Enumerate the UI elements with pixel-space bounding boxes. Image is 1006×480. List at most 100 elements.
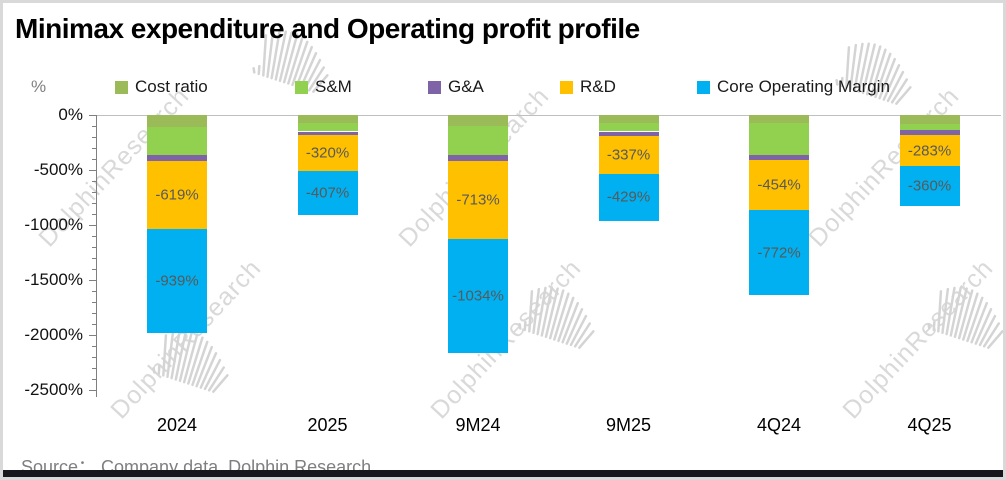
legend-item-cost-ratio: Cost ratio: [115, 77, 208, 97]
y-axis-minor-tick: [92, 368, 96, 369]
y-axis-minor-tick: [92, 313, 96, 314]
legend-label: Cost ratio: [135, 77, 208, 96]
bar-segment-s-m-4q25: [899, 123, 960, 131]
y-axis-minor-tick: [92, 181, 96, 182]
legend-item-r-d: R&D: [560, 77, 616, 97]
y-axis-minor-tick: [92, 324, 96, 325]
bar-segment-cost-ratio-9m25: [598, 115, 659, 123]
bar-segment-core-operating-margin-9m25: [598, 173, 659, 221]
y-axis-minor-tick: [92, 357, 96, 358]
y-axis-minor-tick: [92, 137, 96, 138]
bar-segment-r-d-4q25: [899, 135, 960, 167]
y-axis-minor-tick: [92, 302, 96, 303]
x-axis-label-2024: 2024: [156, 415, 198, 435]
watermark-wing-icon: [835, 37, 916, 108]
bar-segment-r-d-2025: [297, 135, 358, 171]
data-label-core-operating-margin-2025: -407%: [305, 184, 350, 202]
data-label-core-operating-margin-9m24: -1034%: [452, 287, 504, 305]
bar-segment-cost-ratio-2024: [147, 115, 207, 128]
bar-segment-core-operating-margin-2025: [297, 170, 358, 216]
bar-segment-r-d-9m25: [598, 136, 659, 174]
data-label-r-d-2025: -320%: [305, 144, 350, 162]
legend-label: G&A: [448, 77, 484, 96]
y-axis-minor-tick: [92, 214, 96, 215]
data-label-core-operating-margin-2024: -939%: [155, 272, 199, 290]
y-axis-minor-tick: [92, 148, 96, 149]
y-axis-unit-label: %: [31, 77, 47, 96]
legend-item-g-a: G&A: [428, 77, 484, 97]
y-axis-minor-tick: [92, 203, 96, 204]
chart-title: Minimax expenditure and Operating profit…: [15, 13, 640, 44]
bar-segment-g-a-2025: [297, 131, 358, 136]
legend-swatch-r-d: [560, 80, 573, 94]
data-label-r-d-4q25: -283%: [907, 142, 952, 160]
y-axis-minor-tick: [92, 247, 96, 248]
legend-swatch-cost-ratio: [115, 80, 128, 94]
watermark-wing-icon: [927, 281, 1003, 352]
legend-label: S&M: [315, 77, 352, 96]
x-axis-label-4q24: 4Q24: [756, 415, 802, 435]
bar-segment-core-operating-margin-9m24: [448, 239, 508, 354]
y-axis-line: [96, 115, 97, 397]
y-axis-major-tick: [89, 335, 96, 336]
data-label-r-d-2024: -619%: [155, 186, 199, 204]
legend-swatch-s-m: [295, 80, 308, 94]
bar-segment-cost-ratio-4q24: [749, 115, 809, 123]
bar-segment-g-a-9m24: [448, 155, 508, 161]
bar-segment-r-d-2024: [147, 161, 207, 230]
x-axis-label-4q25: 4Q25: [907, 415, 952, 435]
bar-segment-cost-ratio-9m24: [448, 115, 508, 126]
y-axis-major-tick: [89, 390, 96, 391]
data-label-r-d-9m24: -713%: [456, 191, 500, 209]
data-label-r-d-4q24: -454%: [757, 176, 801, 194]
y-axis-minor-tick: [92, 379, 96, 380]
bar-segment-g-a-4q25: [899, 130, 960, 136]
bar-segment-s-m-2025: [297, 122, 358, 132]
bar-segment-s-m-4q24: [749, 122, 809, 155]
bar-segment-s-m-2024: [147, 127, 207, 156]
y-axis-tick-label: -2000%: [24, 325, 83, 344]
bar-segment-core-operating-margin-4q25: [899, 166, 960, 207]
x-axis-label-2025: 2025: [307, 415, 348, 435]
y-axis-minor-tick: [92, 159, 96, 160]
bar-segment-core-operating-margin-4q24: [749, 210, 809, 295]
zero-gridline: [96, 115, 1001, 116]
y-axis-minor-tick: [92, 291, 96, 292]
bar-segment-r-d-9m24: [448, 160, 508, 240]
legend-label: R&D: [580, 77, 616, 96]
y-axis-minor-tick: [92, 192, 96, 193]
data-label-core-operating-margin-4q25: -360%: [907, 177, 952, 195]
bar-segment-s-m-9m25: [598, 122, 659, 132]
data-label-core-operating-margin-4q24: -772%: [757, 244, 801, 261]
y-axis-tick-label: -1500%: [24, 270, 83, 289]
data-label-core-operating-margin-9m25: -429%: [606, 188, 651, 206]
y-axis-tick-label: 0%: [58, 105, 83, 124]
y-axis-minor-tick: [92, 236, 96, 237]
legend-swatch-core-operating-margin: [697, 80, 710, 94]
y-axis-tick-label: -1000%: [24, 215, 83, 234]
y-axis-minor-tick: [92, 346, 96, 347]
legend-item-core-operating-margin: Core Operating Margin: [697, 77, 890, 97]
legend-item-s-m: S&M: [295, 77, 352, 97]
y-axis-major-tick: [89, 225, 96, 226]
y-axis-minor-tick: [92, 269, 96, 270]
watermark-wing-icon: [152, 325, 233, 396]
legend-label: Core Operating Margin: [717, 77, 890, 96]
x-axis-label-9m25: 9M25: [605, 415, 652, 435]
bar-segment-g-a-2024: [147, 155, 207, 162]
y-axis-major-tick: [89, 280, 96, 281]
bar-segment-s-m-9m24: [448, 126, 508, 156]
y-axis-major-tick: [89, 115, 96, 116]
legend-swatch-g-a: [428, 80, 441, 94]
y-axis-major-tick: [89, 170, 96, 171]
bar-segment-g-a-4q24: [749, 154, 809, 161]
y-axis-tick-label: -2500%: [24, 380, 83, 399]
y-axis-tick-label: -500%: [33, 160, 83, 179]
bar-segment-g-a-9m25: [598, 131, 659, 137]
y-axis-minor-tick: [92, 258, 96, 259]
watermark-text: DolphinResearch: [837, 253, 999, 425]
bar-segment-core-operating-margin-2024: [147, 229, 207, 333]
bar-segment-cost-ratio-2025: [297, 115, 358, 123]
data-label-r-d-9m25: -337%: [606, 146, 651, 164]
